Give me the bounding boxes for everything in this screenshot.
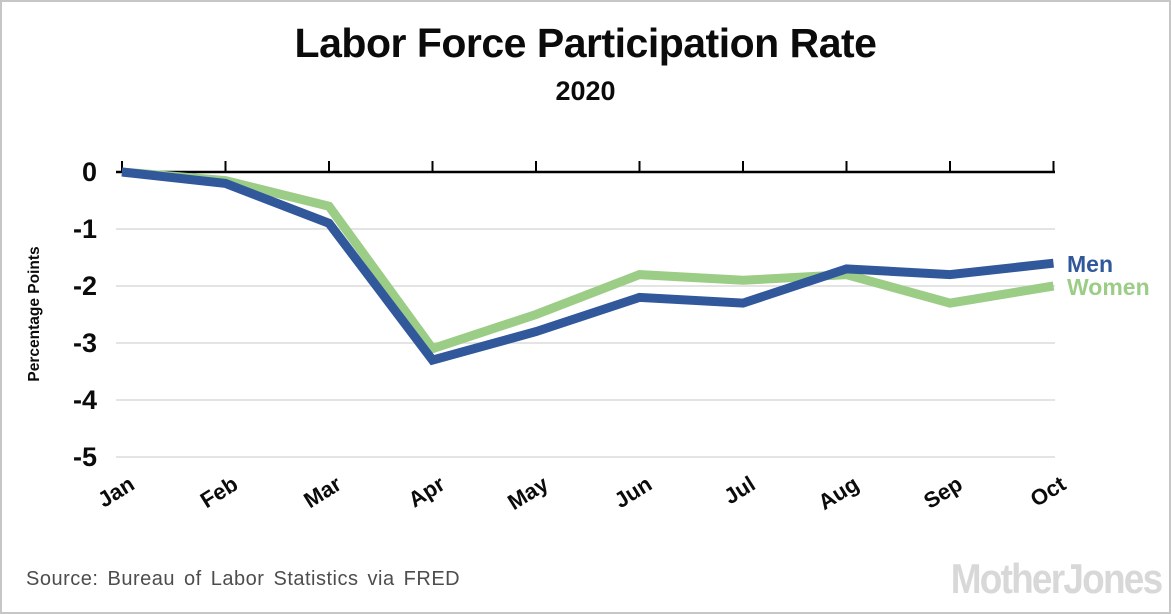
chart-subtitle: 2020: [555, 76, 616, 106]
y-tick-label: 0: [82, 157, 97, 187]
chart-title: Labor Force Participation Rate: [294, 20, 877, 66]
series-line-women: [121, 167, 1055, 355]
x-tick-label: Aug: [814, 471, 864, 515]
y-tick-label: -1: [73, 214, 97, 244]
y-tick-label: -4: [73, 385, 97, 415]
x-tick-label: Jul: [719, 471, 759, 509]
source-text: Source: Bureau of Labor Statistics via F…: [26, 568, 461, 590]
motherjones-logo: MotherJones: [950, 555, 1162, 602]
x-tick-label: Jan: [93, 471, 138, 512]
legend-label-women: Women: [1067, 274, 1150, 300]
x-tick-label: Jun: [610, 471, 656, 513]
x-tick-label: Feb: [196, 471, 242, 513]
x-tick-label: Sep: [919, 471, 966, 514]
y-axis-label: Percentage Points: [26, 246, 43, 381]
x-tick-label: Mar: [299, 471, 346, 513]
y-tick-label: -5: [73, 442, 97, 472]
series-line-men: [121, 167, 1054, 366]
x-tick-label: Oct: [1026, 471, 1071, 512]
x-tick-label: Apr: [404, 471, 450, 513]
x-tick-label: May: [503, 471, 553, 515]
legend-label-men: Men: [1067, 251, 1113, 277]
y-tick-label: -3: [73, 328, 97, 358]
y-tick-label: -2: [73, 271, 97, 301]
